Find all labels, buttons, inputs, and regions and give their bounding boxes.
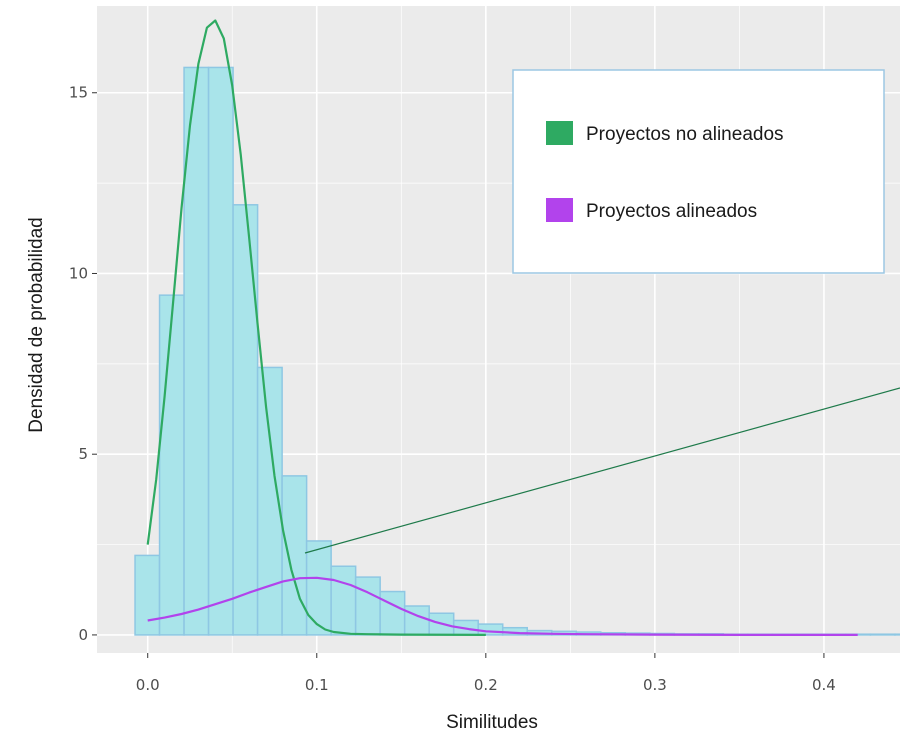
x-tick-label: 0.0 [136,676,160,694]
histogram-bar [869,633,896,636]
legend-swatch-no-alineados [546,121,573,145]
histogram-bar [305,540,332,636]
y-tick-label: 0 [78,626,88,644]
x-axis-ticks: 0.0 0.1 0.2 0.3 0.4 [136,653,836,694]
density-curve-alineados [147,576,858,636]
histogram-bar [207,66,234,636]
histogram-bar [183,66,210,636]
histogram-bar [330,565,357,636]
x-axis-title: Similitudes [446,712,538,733]
histogram-bar [477,623,504,636]
legend: Proyectos no alineados Proyectos alinead… [512,69,885,274]
legend-label-alineados: Proyectos alineados [586,201,757,222]
histogram-bar [134,554,161,636]
histogram-bar [379,590,406,636]
legend-box [512,69,885,274]
density-curve-no-alineados [146,19,486,636]
legend-label-no-alineados: Proyectos no alineados [586,124,784,145]
y-axis-title: Densidad de probabilidad [26,217,47,433]
histogram-bar [403,605,430,636]
x-tick-label: 0.1 [305,676,329,694]
histogram-bar [354,576,381,636]
histogram-bar [232,204,259,636]
x-tick-label: 0.3 [643,676,667,694]
legend-swatch-alineados [546,198,573,222]
y-tick-label: 5 [78,445,88,463]
histogram-bar [158,294,185,636]
density-curves [146,19,858,636]
histogram-bar [281,475,308,636]
histogram-bars [134,66,900,636]
y-axis-ticks: 0 5 10 15 [69,84,97,644]
annotation-pointer-line [304,387,900,554]
x-tick-label: 0.4 [812,676,836,694]
histogram-bar [894,633,900,636]
x-tick-label: 0.2 [474,676,498,694]
y-tick-label: 15 [69,84,88,102]
y-tick-label: 10 [69,264,88,282]
